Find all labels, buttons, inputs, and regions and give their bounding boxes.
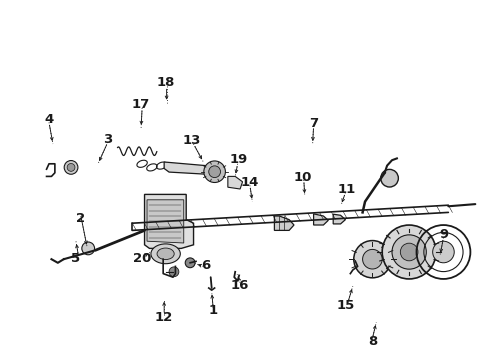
- Polygon shape: [164, 162, 213, 175]
- Circle shape: [354, 240, 391, 278]
- Text: 5: 5: [72, 252, 80, 265]
- Text: 12: 12: [155, 311, 173, 324]
- Text: 7: 7: [309, 117, 318, 130]
- Text: 19: 19: [229, 153, 248, 166]
- Text: 13: 13: [183, 134, 201, 147]
- Circle shape: [382, 225, 436, 279]
- Circle shape: [169, 267, 179, 277]
- Text: 16: 16: [231, 279, 249, 292]
- Circle shape: [67, 163, 75, 171]
- Polygon shape: [228, 176, 243, 189]
- Circle shape: [204, 161, 225, 183]
- Text: 6: 6: [201, 259, 210, 272]
- Text: 9: 9: [440, 228, 449, 240]
- Circle shape: [433, 241, 454, 263]
- Text: 10: 10: [294, 171, 312, 184]
- Circle shape: [363, 249, 382, 269]
- Text: 17: 17: [131, 98, 150, 111]
- Circle shape: [185, 258, 195, 268]
- Polygon shape: [147, 200, 184, 243]
- Text: 15: 15: [337, 299, 355, 312]
- Text: 4: 4: [45, 113, 53, 126]
- Text: 14: 14: [241, 176, 259, 189]
- Circle shape: [400, 243, 418, 261]
- Polygon shape: [314, 214, 328, 225]
- Text: 18: 18: [156, 76, 175, 89]
- Ellipse shape: [157, 248, 174, 260]
- Polygon shape: [333, 214, 345, 224]
- Circle shape: [381, 169, 398, 187]
- Polygon shape: [145, 194, 194, 248]
- Text: 2: 2: [76, 212, 85, 225]
- Polygon shape: [274, 216, 294, 230]
- Circle shape: [209, 166, 221, 177]
- Text: 1: 1: [209, 304, 218, 317]
- Text: 11: 11: [337, 183, 356, 196]
- Circle shape: [392, 235, 426, 269]
- Text: 3: 3: [103, 133, 112, 146]
- Ellipse shape: [151, 244, 180, 264]
- Text: 8: 8: [368, 335, 377, 348]
- Circle shape: [64, 161, 78, 174]
- Text: 20: 20: [133, 252, 151, 265]
- Circle shape: [82, 242, 95, 255]
